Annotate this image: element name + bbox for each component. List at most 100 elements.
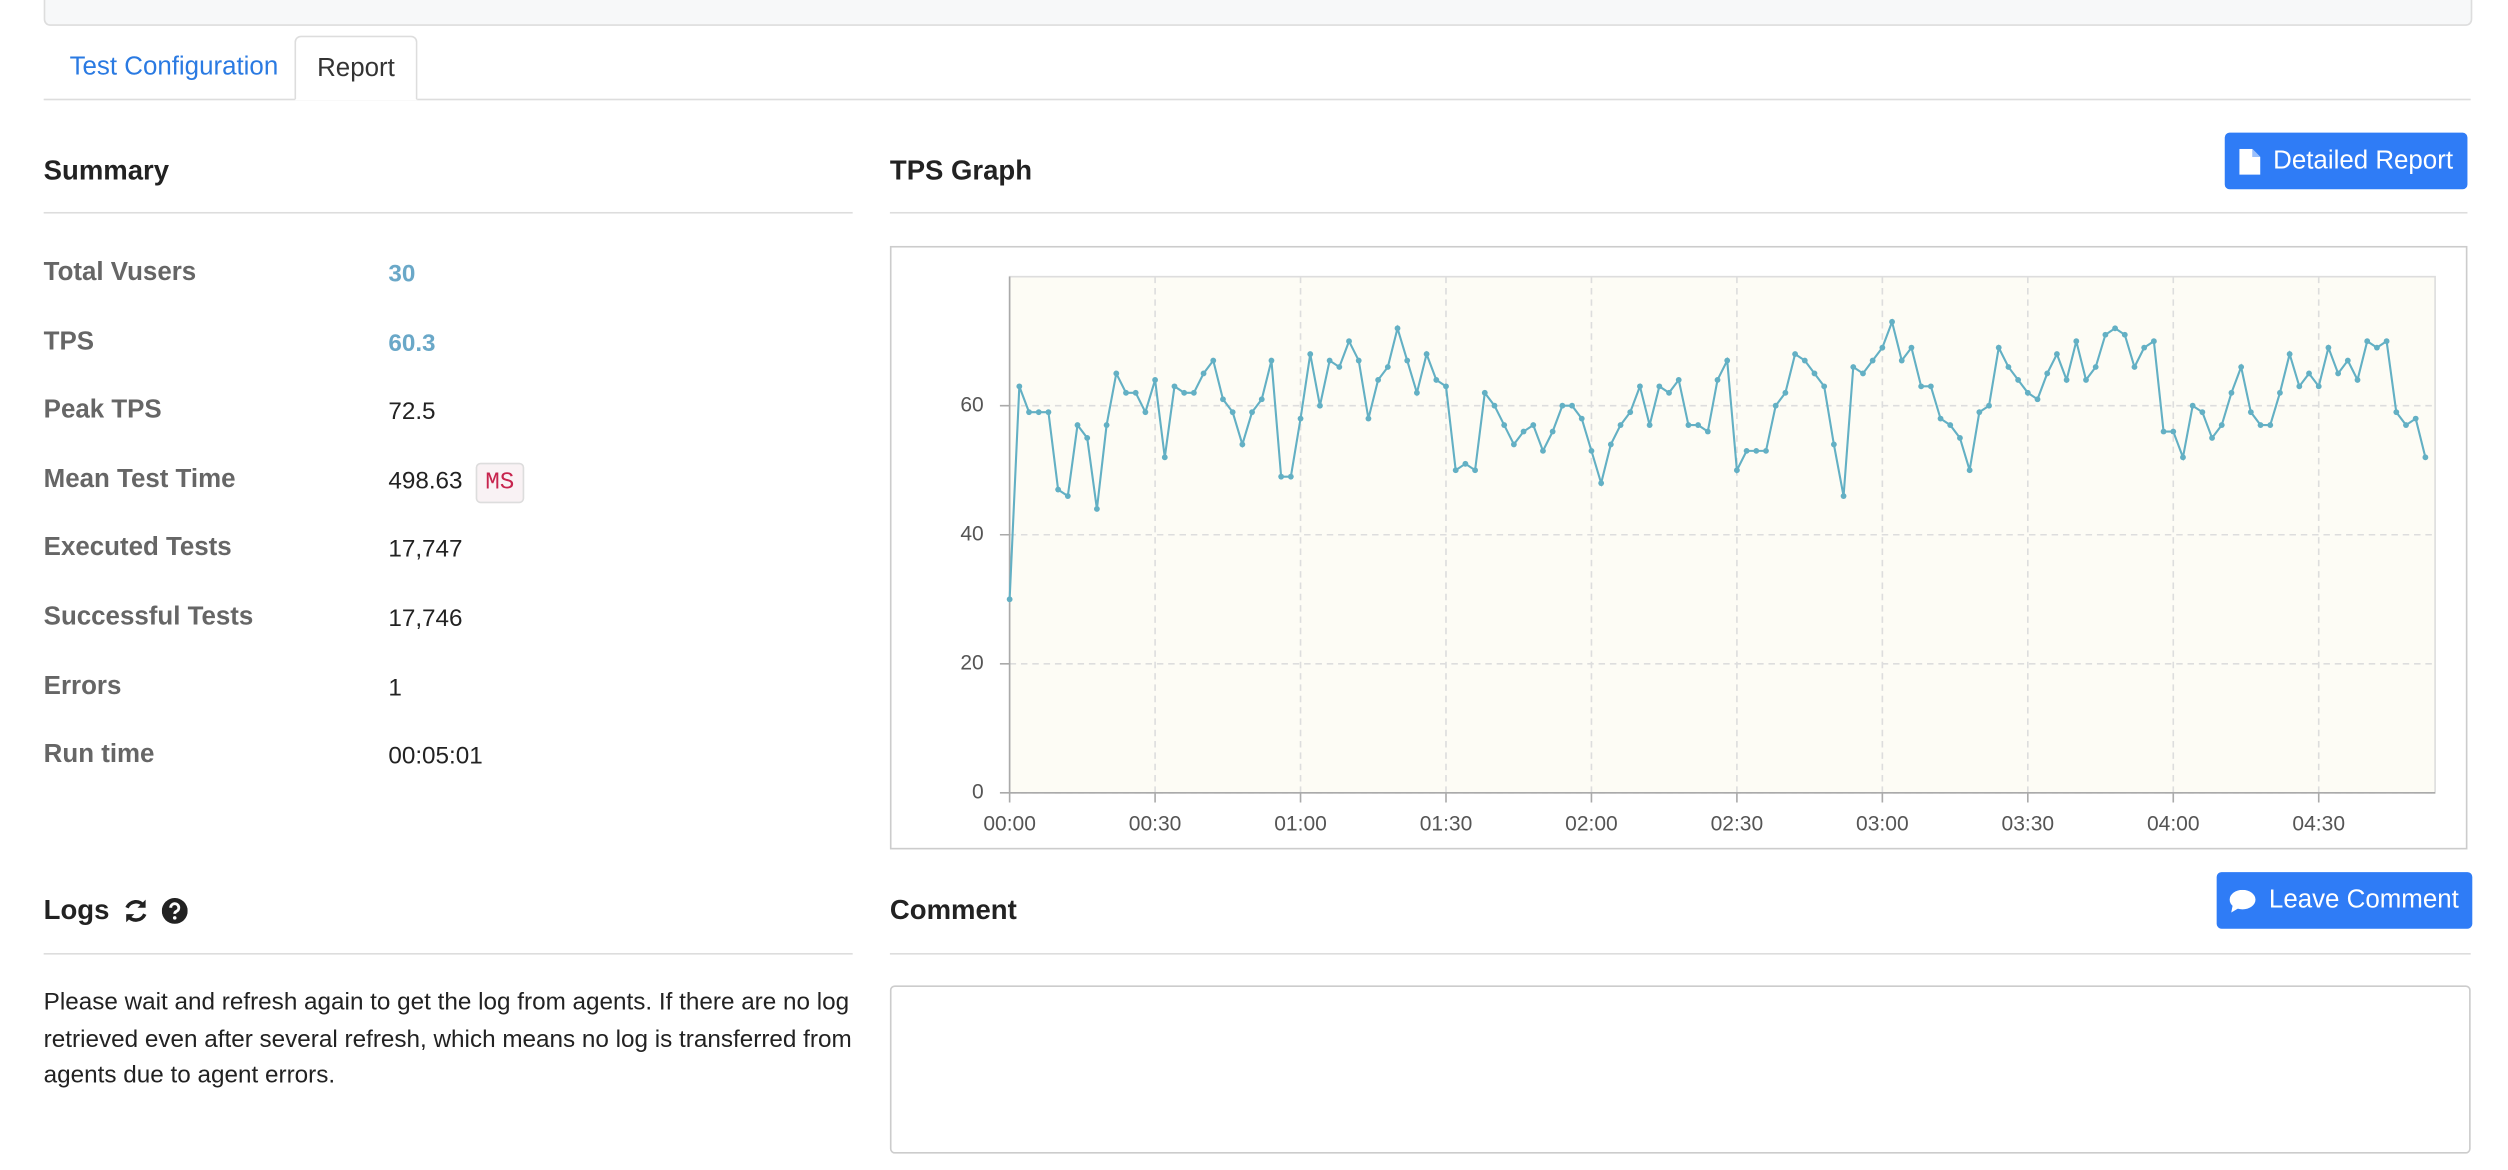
tps-point [1472, 467, 1479, 474]
summary-value: 00:05:01 [388, 743, 482, 771]
tps-point [2131, 364, 2138, 370]
x-tick-label: 04:00 [2147, 813, 2200, 836]
tps-point [1433, 376, 1440, 383]
top-panel [43, 0, 2473, 26]
tps-point [1055, 486, 1062, 493]
tps-point [1190, 389, 1197, 396]
summary-label: Peak TPS [43, 396, 162, 425]
tps-point [2238, 364, 2245, 370]
tps-point [2403, 422, 2409, 428]
tps-point [1733, 467, 1740, 474]
tps-point [1103, 422, 1110, 428]
tps-point [1927, 383, 1934, 390]
tps-point [1889, 318, 1895, 325]
y-tick-label: 60 [960, 393, 983, 416]
tps-point [1976, 409, 1983, 416]
tps-point [2034, 396, 2041, 403]
summary-value: 60.3 [388, 329, 435, 357]
tps-point [1326, 357, 1333, 364]
button-label: Detailed Report [2273, 146, 2454, 174]
tps-point [1113, 370, 1120, 377]
tps-point [1365, 415, 1372, 422]
tps-point [1045, 409, 1052, 416]
value-text: 17,747 [388, 536, 463, 564]
x-tick-label: 04:30 [2292, 813, 2345, 836]
tps-point [1782, 389, 1789, 396]
tps-point [1161, 454, 1168, 461]
tps-point [2315, 383, 2322, 390]
tps-point [2257, 422, 2264, 428]
tps-point [1510, 441, 1517, 448]
tps-point [1763, 447, 1769, 454]
section-title: Comment [889, 894, 1017, 926]
tps-point [1171, 383, 1178, 390]
unit-badge: MS [475, 462, 525, 503]
tps-point [1685, 422, 1692, 428]
x-tick-label: 00:30 [1129, 813, 1182, 836]
tps-point [1792, 351, 1799, 358]
tps-point [2373, 344, 2380, 351]
detailed-report-button[interactable]: Detailed Report [2224, 132, 2468, 190]
tps-point [1966, 467, 1973, 474]
tps-point [1239, 441, 1246, 448]
tps-point [1811, 370, 1818, 377]
tps-point [1986, 402, 1992, 409]
tps-point [1908, 344, 1915, 351]
tps-point [2344, 357, 2351, 364]
section-title: Logs [43, 894, 110, 926]
tps-point [1559, 402, 1566, 409]
tps-point [1346, 338, 1352, 345]
tps-point [1646, 422, 1653, 428]
tps-point [1181, 389, 1188, 396]
help-icon[interactable] [161, 897, 188, 924]
tps-point [1384, 364, 1391, 370]
tps-point [1588, 447, 1595, 454]
tps-point [1452, 467, 1459, 474]
summary-label: Mean Test Time [43, 465, 236, 494]
tps-point [1491, 402, 1498, 409]
file-icon [2239, 148, 2261, 174]
tps-point [1006, 596, 1013, 603]
tps-point [2005, 364, 2012, 370]
tps-point [1394, 325, 1401, 332]
value-text: 60.3 [388, 329, 436, 357]
summary-label: TPS [43, 327, 95, 356]
tps-point [1142, 409, 1149, 416]
tps-point [1743, 447, 1750, 454]
tps-point [1850, 364, 1857, 370]
x-tick-label: 01:00 [1274, 813, 1327, 836]
tps-point [1695, 422, 1702, 428]
tps-point [1220, 396, 1226, 403]
tps-point [1995, 344, 2002, 351]
tps-point [1569, 402, 1575, 409]
tab[interactable]: Test Configuration [69, 53, 279, 81]
comment-input[interactable] [889, 985, 2471, 1154]
tps-point [1035, 409, 1042, 416]
tps-point [1026, 409, 1032, 416]
tps-point [1801, 357, 1808, 364]
tps-point [2422, 454, 2429, 461]
tps-point [1957, 435, 1963, 441]
logs-header: Logs [43, 894, 188, 927]
y-tick-label: 20 [960, 651, 983, 674]
refresh-icon[interactable] [122, 898, 148, 924]
tps-point [1481, 389, 1488, 396]
tps-point [1840, 493, 1847, 499]
x-tick-label: 03:30 [2002, 813, 2055, 836]
tps-point [1152, 376, 1158, 383]
section-title: TPS Graph [889, 155, 1033, 187]
tps-point [2335, 370, 2342, 377]
tps-point [1947, 422, 1954, 428]
tps-point [2102, 331, 2109, 338]
value-text: 72.5 [388, 398, 436, 426]
tps-point [1714, 376, 1721, 383]
tps-point [1724, 357, 1731, 364]
leave-comment-button[interactable]: Leave Comment [2216, 872, 2473, 929]
tps-point [1413, 389, 1420, 396]
tps-point [2277, 389, 2283, 396]
tps-point [2189, 402, 2196, 409]
tps-point [1268, 357, 1275, 364]
tab-active[interactable]: Report [294, 35, 418, 101]
summary-label: Errors [43, 672, 122, 700]
